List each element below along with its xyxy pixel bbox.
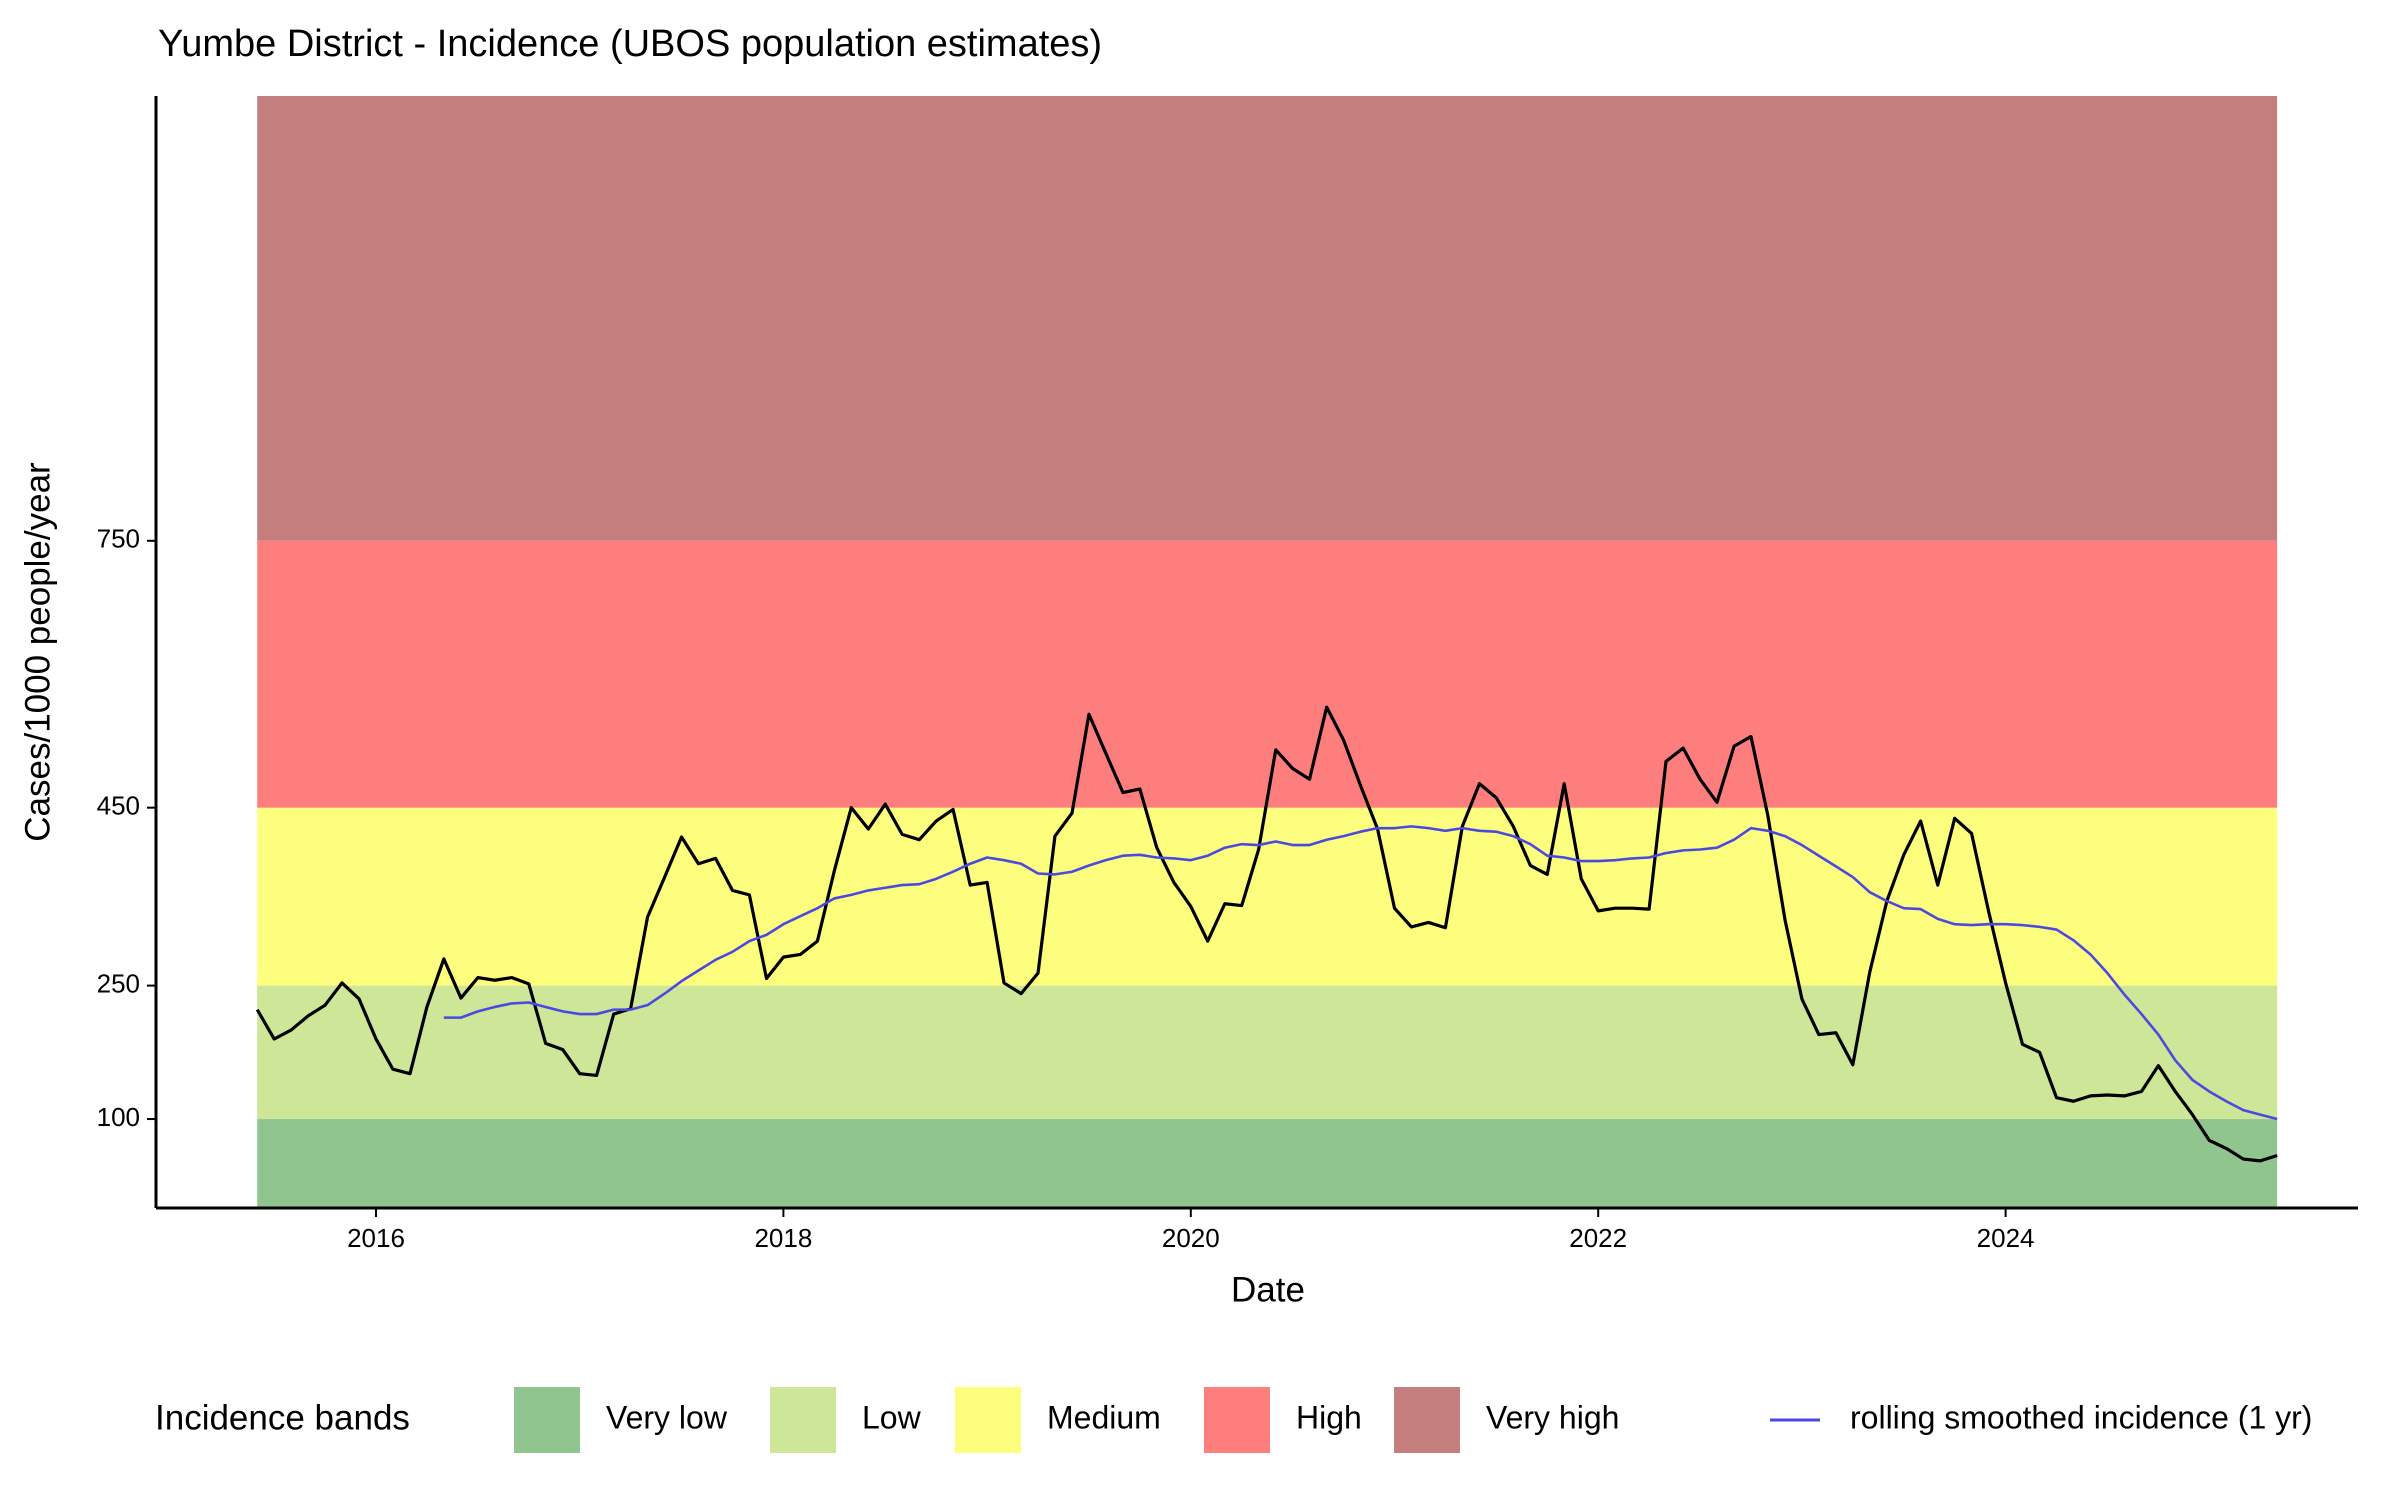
legend-label: Low — [862, 1399, 922, 1435]
legend-label: Very low — [606, 1399, 728, 1435]
incidence-band — [257, 540, 2278, 808]
legend-key — [1394, 1387, 1460, 1453]
x-tick-label: 2024 — [1977, 1223, 2035, 1253]
series-line — [443, 825, 2278, 1121]
x-tick-label: 2018 — [754, 1223, 812, 1253]
legend-label: Medium — [1047, 1399, 1161, 1435]
legend-label: High — [1296, 1399, 1362, 1435]
y-tick-label: 100 — [97, 1102, 140, 1132]
legend-key — [955, 1387, 1021, 1453]
x-tick-label: 2022 — [1569, 1223, 1627, 1253]
x-tick-label: 2016 — [347, 1223, 405, 1253]
y-tick-label: 750 — [97, 524, 140, 554]
incidence-band — [257, 807, 2278, 986]
series-line — [255, 705, 2278, 1163]
legend-label: rolling smoothed incidence (1 yr) — [1850, 1399, 2312, 1435]
legend-label: Very high — [1486, 1399, 1619, 1435]
x-tick-label: 2020 — [1162, 1223, 1220, 1253]
y-axis-title: Cases/1000 people/year — [18, 462, 57, 842]
legend-title: Incidence bands — [155, 1398, 410, 1437]
incidence-band — [257, 96, 2278, 541]
legend-key — [1204, 1387, 1270, 1453]
x-axis-title: Date — [1231, 1270, 1305, 1309]
chart-title: Yumbe District - Incidence (UBOS populat… — [158, 23, 1102, 65]
legend-key — [770, 1387, 836, 1453]
incidence-band — [257, 985, 2278, 1120]
legend-key — [514, 1387, 580, 1453]
y-tick-label: 250 — [97, 968, 140, 998]
y-tick-label: 450 — [97, 791, 140, 821]
incidence-band — [257, 1119, 2278, 1208]
